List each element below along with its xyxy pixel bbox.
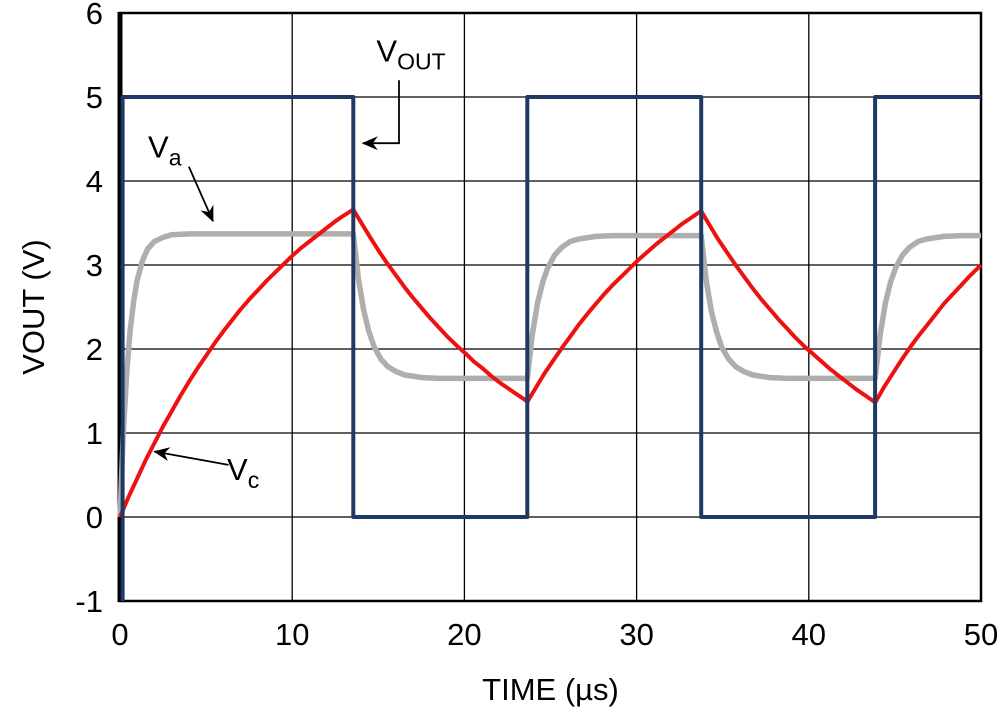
frame-layer bbox=[117, 11, 983, 603]
y-tick-label: -1 bbox=[75, 584, 103, 619]
x-tick-label: 50 bbox=[964, 617, 998, 652]
vc-label: Vc bbox=[227, 452, 259, 493]
vout-label-arrow bbox=[361, 80, 400, 151]
series-layer bbox=[117, 95, 983, 601]
y-tick-label: 1 bbox=[86, 416, 103, 451]
x-tick-label: 0 bbox=[111, 617, 128, 652]
va-label: Va bbox=[148, 129, 182, 170]
x-tick-label: 10 bbox=[275, 617, 309, 652]
series-vc-line bbox=[118, 207, 983, 518]
plot-frame bbox=[118, 11, 983, 603]
x-tick-label: 30 bbox=[619, 617, 653, 652]
x-axis-title: TIME (µs) bbox=[482, 672, 619, 707]
vc-label-arrow bbox=[153, 447, 229, 466]
series-vout-line bbox=[120, 95, 981, 601]
grid-layer bbox=[119, 12, 982, 602]
x-tick-label: 20 bbox=[447, 617, 481, 652]
va-label-arrow bbox=[188, 166, 214, 223]
y-tick-label: 5 bbox=[86, 80, 103, 115]
y-tick-label: 4 bbox=[86, 164, 103, 199]
y-tick-label: 0 bbox=[86, 500, 103, 535]
x-tick-label: 40 bbox=[792, 617, 826, 652]
y-tick-label: 3 bbox=[86, 248, 103, 283]
annotation-layer: VOUT Va Vc bbox=[148, 34, 446, 493]
y-tick-label: 6 bbox=[86, 0, 103, 31]
y-axis-title: VOUT (V) bbox=[16, 239, 51, 375]
y-tick-label: 2 bbox=[86, 332, 103, 367]
vout-label: VOUT bbox=[376, 34, 445, 75]
